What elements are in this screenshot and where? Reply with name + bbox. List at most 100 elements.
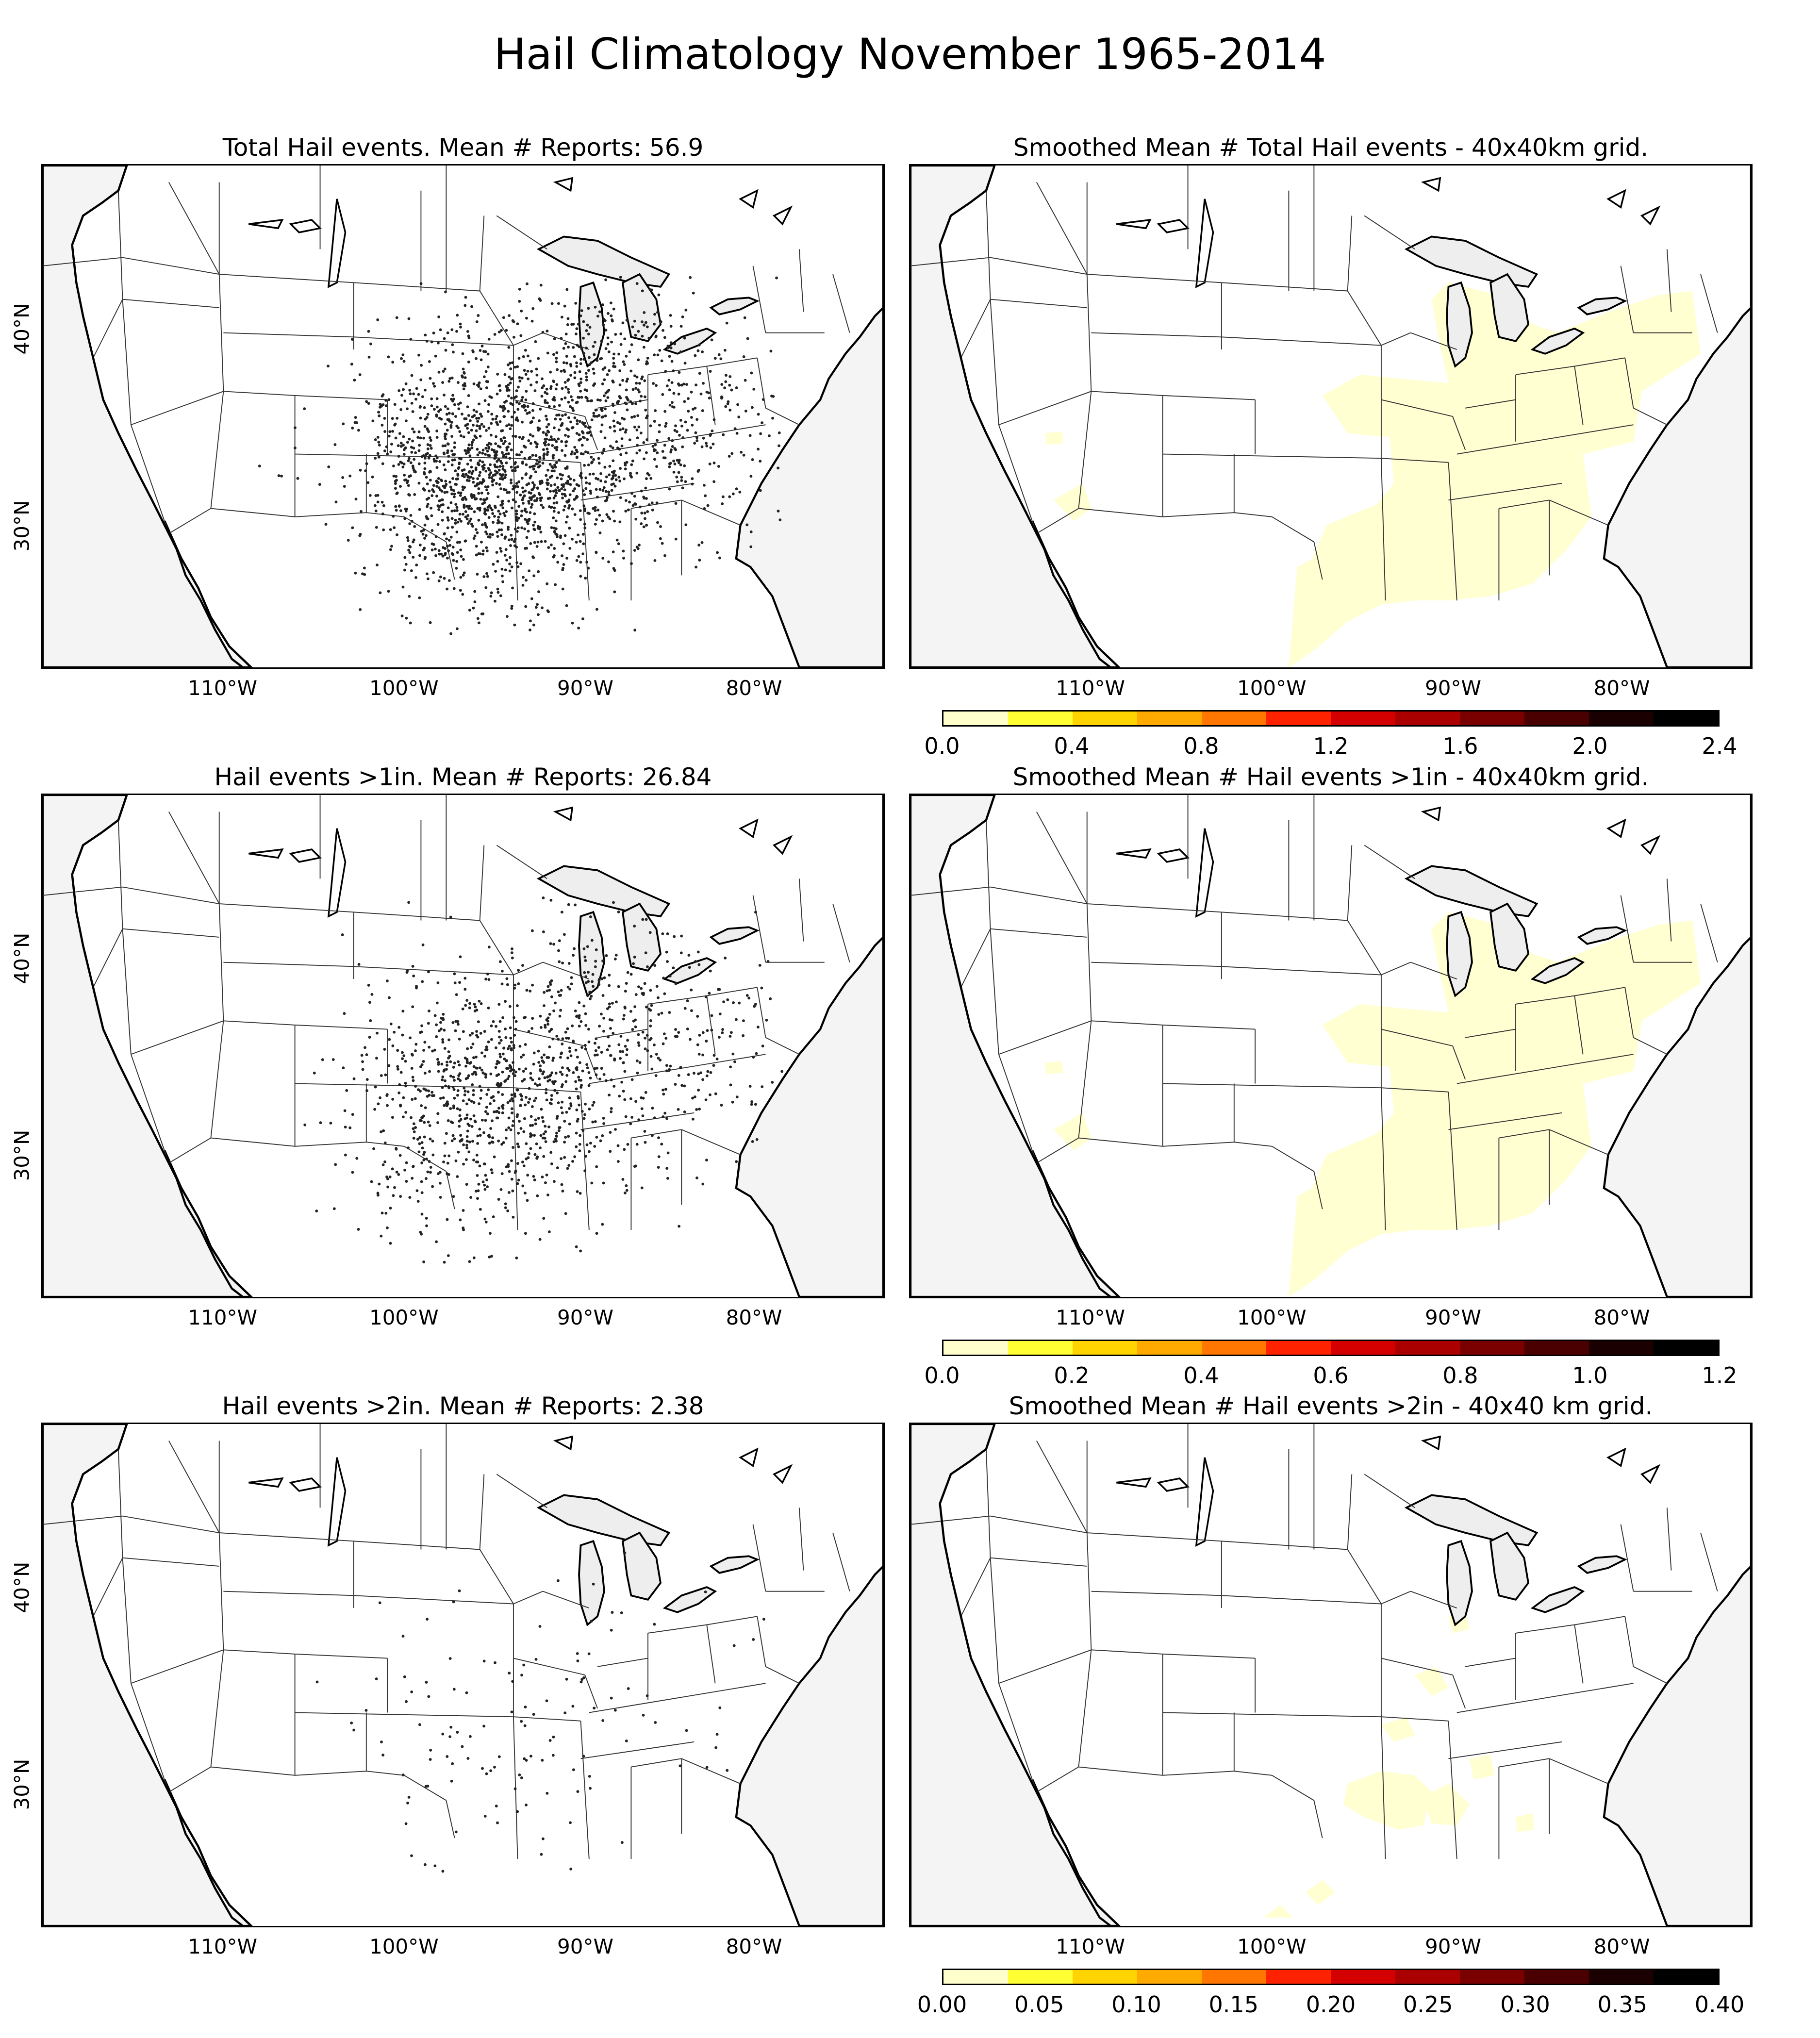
coastline-feature <box>553 1435 574 1451</box>
great-lake <box>1489 1531 1530 1601</box>
state-border <box>1515 365 1575 375</box>
state-border <box>122 299 132 425</box>
pacific-coastline <box>939 795 1120 1297</box>
coastline-feature <box>772 835 793 855</box>
state-border <box>631 1758 682 1768</box>
state-border <box>1036 508 1079 534</box>
state-border <box>798 249 804 312</box>
state-border <box>990 1557 1087 1567</box>
colorbar-tick-label: 0.6 <box>1313 1362 1349 1389</box>
state-border <box>910 257 991 266</box>
state-border <box>295 1142 366 1147</box>
great-lake <box>709 1555 760 1574</box>
state-border <box>1221 1595 1381 1605</box>
state-border <box>1633 1037 1668 1055</box>
great-lake <box>578 1540 605 1626</box>
state-border <box>1162 395 1256 400</box>
state-border <box>998 1054 1037 1163</box>
state-border <box>798 1508 804 1571</box>
great-lake <box>622 902 662 972</box>
state-border <box>1452 1674 1466 1709</box>
colorbar-segment <box>1524 1341 1589 1355</box>
great-lake <box>1530 957 1585 984</box>
state-border <box>647 1624 707 1634</box>
colorbar-tick-label: 0.25 <box>1403 1991 1453 2018</box>
coastline-feature <box>248 218 284 230</box>
pacific-coastline <box>71 795 252 1297</box>
coastline-feature <box>1195 199 1214 288</box>
state-border <box>990 928 1087 938</box>
great-lake <box>1446 911 1473 997</box>
state-border <box>1515 995 1575 1005</box>
map-canvas <box>43 166 883 667</box>
state-border <box>707 357 758 367</box>
state-border <box>832 274 850 333</box>
colorbar-segment <box>1266 1341 1331 1355</box>
state-border <box>580 1741 695 1759</box>
state-border <box>211 1137 295 1147</box>
scatter-map-panel <box>41 794 885 1298</box>
state-border <box>168 1137 211 1164</box>
state-border <box>752 1524 766 1591</box>
colorbar-segment <box>1266 1970 1331 1984</box>
state-border <box>706 1624 716 1684</box>
state-border <box>1272 516 1314 543</box>
colorbar-segment <box>1654 1341 1718 1355</box>
coastline-feature <box>1606 189 1626 209</box>
state-border <box>1086 903 1092 1021</box>
state-border <box>1499 1758 1550 1768</box>
state-border <box>985 820 991 929</box>
state-border <box>580 1112 695 1130</box>
state-border <box>1347 1549 1382 1605</box>
state-border <box>513 1657 585 1675</box>
coastline-feature <box>1606 818 1626 838</box>
colorbar-segment <box>1137 1341 1202 1355</box>
hail-report-points <box>315 1551 765 1873</box>
longitude-label: 90°W <box>1425 676 1481 700</box>
map-canvas <box>43 1424 883 1926</box>
state-border <box>1036 812 1088 904</box>
colorbar-tick-label: 0.20 <box>1306 1991 1356 2018</box>
state-border <box>960 1557 991 1617</box>
coastline-feature <box>739 818 759 838</box>
colorbar-segment <box>1589 1341 1654 1355</box>
state-border <box>1162 512 1234 517</box>
longitude-label: 80°W <box>1593 1935 1650 1958</box>
state-border <box>1036 1137 1079 1164</box>
colorbar-tick-label: 0.00 <box>917 1991 967 2018</box>
colorbar-segment <box>943 1970 1008 1984</box>
state-border <box>168 812 220 904</box>
colorbar-segment <box>1589 1970 1654 1984</box>
state-border <box>223 332 354 338</box>
state-border <box>210 1650 224 1767</box>
colorbar-tick-label: 1.2 <box>1702 1362 1737 1389</box>
state-border <box>990 299 999 425</box>
colorbar-tick-label: 1.2 <box>1313 733 1349 759</box>
colorbar-tick-label: 1.6 <box>1442 733 1478 759</box>
state-border <box>580 462 590 601</box>
great-lake <box>578 281 605 368</box>
smoothed-map-panel <box>909 1423 1753 1927</box>
state-border <box>513 961 543 976</box>
longitude-label: 100°W <box>1237 676 1307 700</box>
state-border <box>496 845 547 879</box>
colorbar-tick-label: 0.30 <box>1500 1991 1550 2018</box>
state-border <box>1221 336 1381 346</box>
state-border <box>681 1129 741 1155</box>
state-border <box>1410 961 1457 980</box>
coastline-feature <box>1195 828 1214 918</box>
state-border <box>1091 1591 1222 1596</box>
state-border <box>219 903 354 913</box>
ocean-area <box>735 795 883 1297</box>
state-border <box>223 1591 354 1596</box>
state-border <box>765 1037 800 1055</box>
hail-report-points <box>258 276 782 635</box>
colorbar-segment <box>1331 1341 1395 1355</box>
coastline-feature <box>553 806 574 822</box>
colorbar-segment <box>1331 1970 1395 1984</box>
state-border <box>1078 1766 1163 1776</box>
coastline-feature <box>1421 177 1441 192</box>
great-lake <box>1446 1540 1473 1626</box>
colorbar-tick-label: 0.0 <box>924 1362 960 1389</box>
state-border <box>1633 407 1668 426</box>
